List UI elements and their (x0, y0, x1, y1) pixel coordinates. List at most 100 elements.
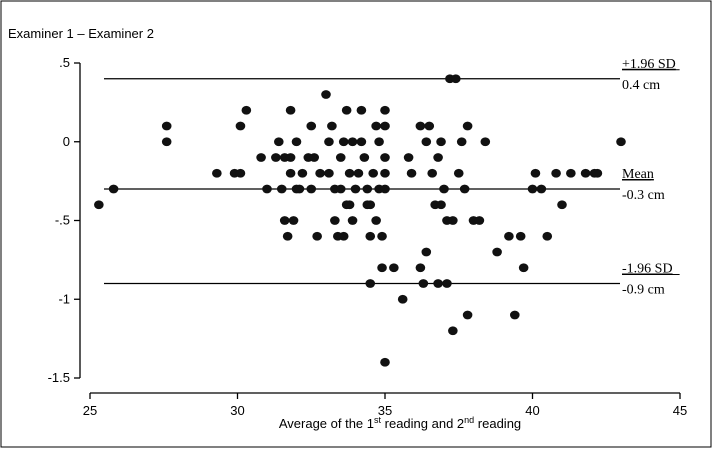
data-point (312, 231, 322, 241)
data-point (397, 294, 408, 304)
y-tick-label: .5 (59, 55, 70, 70)
data-point (335, 184, 346, 194)
reference-lines: +1.96 SD 0.4 cm Mean -0.3 cm -1.96 SD -0.9 cm (104, 57, 680, 298)
data-point (459, 184, 470, 194)
x-axis-title-sup1: st (374, 415, 382, 425)
x-tick-label: 30 (230, 403, 244, 418)
data-point (418, 279, 429, 288)
data-point (306, 184, 317, 194)
data-point (380, 184, 390, 194)
data-point (291, 137, 302, 147)
data-point (389, 263, 399, 273)
data-point (344, 168, 355, 178)
data-point (380, 357, 390, 367)
data-point (297, 168, 308, 178)
y-axis-title: Examiner 1 – Examiner 2 (8, 26, 154, 41)
data-point (276, 184, 287, 194)
x-tick-label: 25 (83, 403, 97, 418)
data-point (335, 153, 346, 162)
data-point (359, 153, 370, 162)
data-point (380, 105, 390, 115)
data-point (527, 184, 538, 194)
data-point (424, 121, 435, 131)
data-point (108, 184, 119, 194)
x-axis-title-middle: reading and 2 (381, 416, 464, 431)
data-point (380, 168, 390, 178)
x-axis-title: Average of the 1st reading and 2nd readi… (279, 415, 521, 431)
data-point (347, 137, 358, 147)
data-point (161, 121, 172, 131)
data-point (161, 137, 172, 147)
x-tick-label: 40 (525, 403, 539, 418)
data-point (306, 121, 317, 131)
data-point (436, 200, 446, 210)
y-axis: .5 0 -.5 -1 -1.5 (48, 55, 81, 385)
data-point (536, 184, 547, 194)
data-point (371, 216, 381, 225)
data-point (451, 74, 461, 84)
data-point (406, 168, 417, 178)
data-point (436, 137, 446, 147)
data-point (285, 153, 296, 162)
data-point (515, 231, 526, 241)
data-point (285, 168, 296, 178)
data-points (94, 74, 626, 367)
data-point (271, 153, 281, 162)
data-point (365, 231, 376, 241)
y-tick-label: -1.5 (48, 370, 70, 385)
data-point (421, 247, 432, 257)
data-point (241, 105, 252, 115)
data-point (377, 263, 387, 273)
data-point (341, 105, 352, 115)
data-point (374, 137, 384, 147)
data-point (492, 247, 502, 257)
data-point (421, 137, 432, 147)
reference-line-value: -0.3 cm (622, 188, 665, 203)
data-point (94, 200, 104, 210)
reference-line-value: -0.9 cm (622, 283, 665, 298)
data-point (542, 231, 553, 241)
data-point (427, 168, 438, 178)
data-point (456, 137, 467, 147)
data-point (235, 121, 246, 131)
reference-line-title: Mean (622, 167, 654, 182)
data-point (362, 184, 373, 194)
data-point (347, 216, 358, 225)
reference-line-value: 0.4 cm (622, 78, 660, 93)
data-point (480, 137, 491, 147)
x-tick-label: 35 (378, 403, 392, 418)
data-point (453, 168, 464, 178)
data-point (462, 121, 473, 131)
data-point (338, 137, 349, 147)
data-point (518, 263, 529, 273)
data-point (415, 263, 426, 273)
data-point (315, 168, 325, 178)
data-point (309, 153, 320, 162)
data-point (212, 168, 222, 178)
x-axis: 25 30 35 40 45 (83, 392, 687, 418)
data-point (288, 216, 299, 225)
data-point (442, 279, 452, 288)
data-point (350, 184, 361, 194)
data-point (256, 153, 266, 162)
x-axis-title-sup2: nd (464, 415, 474, 425)
data-point (474, 216, 485, 225)
data-point (235, 168, 246, 178)
data-point (274, 137, 284, 147)
data-point (285, 105, 296, 115)
data-point (356, 137, 367, 147)
data-point (324, 168, 334, 178)
data-point (380, 121, 390, 131)
data-point (557, 200, 567, 210)
x-axis-title-prefix: Average of the 1 (279, 416, 374, 431)
data-point (262, 184, 272, 194)
y-tick-label: -1 (58, 291, 70, 306)
data-point (321, 90, 331, 99)
data-point (442, 216, 452, 225)
y-tick-label: -.5 (55, 213, 70, 228)
data-point (504, 231, 514, 241)
data-point (356, 105, 367, 115)
data-point (324, 137, 334, 147)
